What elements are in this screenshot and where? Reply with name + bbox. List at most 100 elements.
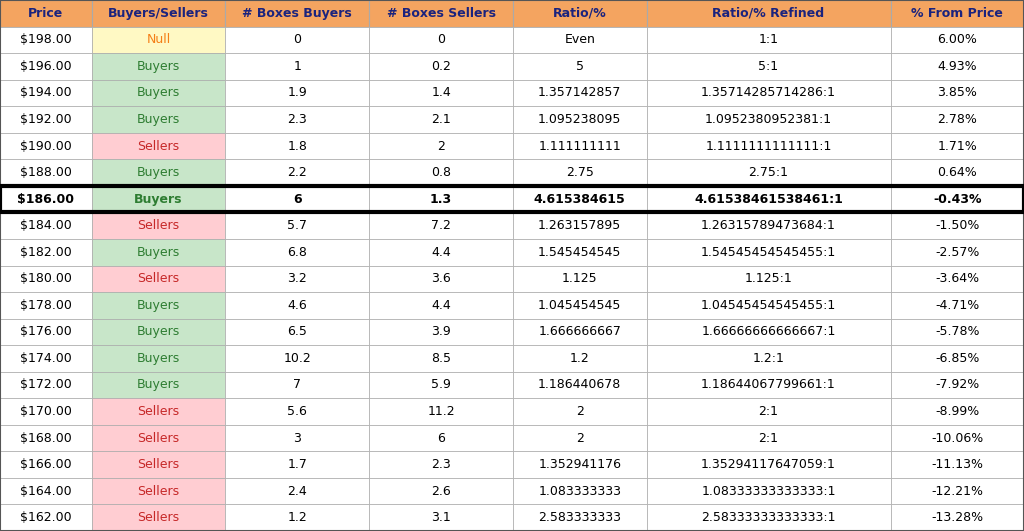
Text: 1.125: 1.125 [562, 272, 598, 285]
Bar [92, 186, 225, 212]
Bar [646, 159, 891, 186]
Bar [891, 398, 1024, 425]
Bar [513, 266, 646, 292]
Bar [513, 239, 646, 266]
Bar [891, 451, 1024, 478]
Bar [92, 239, 225, 266]
Text: 11.2: 11.2 [427, 405, 455, 418]
Bar [646, 451, 891, 478]
Text: $188.00: $188.00 [19, 166, 72, 179]
Text: -13.28%: -13.28% [931, 511, 983, 524]
Text: 2.3: 2.3 [431, 458, 451, 471]
Bar [0, 27, 92, 53]
Bar [369, 372, 513, 398]
Bar [891, 186, 1024, 212]
Text: 1.04545454545455:1: 1.04545454545455:1 [700, 299, 837, 312]
Bar [225, 478, 369, 504]
Bar [369, 504, 513, 531]
Bar [513, 27, 646, 53]
Text: 10.2: 10.2 [284, 352, 311, 365]
Bar [369, 478, 513, 504]
Bar [646, 319, 891, 345]
Bar [0, 425, 92, 451]
Text: 3.85%: 3.85% [937, 87, 977, 99]
Text: -11.13%: -11.13% [931, 458, 983, 471]
Bar [0, 345, 92, 372]
Bar [0, 239, 92, 266]
Text: 3.9: 3.9 [431, 326, 451, 338]
Text: Null: Null [146, 33, 171, 46]
Text: Buyers: Buyers [137, 113, 180, 126]
Bar [92, 27, 225, 53]
Text: 6.8: 6.8 [288, 246, 307, 259]
Text: 4.4: 4.4 [431, 299, 451, 312]
Text: 1.35714285714286:1: 1.35714285714286:1 [701, 87, 836, 99]
Text: $184.00: $184.00 [20, 219, 72, 232]
Bar [225, 266, 369, 292]
Bar [225, 80, 369, 106]
Text: 7.2: 7.2 [431, 219, 451, 232]
Bar [891, 319, 1024, 345]
Text: 1.3: 1.3 [430, 193, 453, 205]
Text: 1.352941176: 1.352941176 [539, 458, 622, 471]
Bar [891, 27, 1024, 53]
Bar [0, 0, 92, 27]
Text: 0.64%: 0.64% [937, 166, 977, 179]
Text: 1.4: 1.4 [431, 87, 451, 99]
Bar [0, 212, 92, 239]
Bar [369, 425, 513, 451]
Text: 6: 6 [437, 432, 445, 444]
Bar [92, 133, 225, 159]
Text: 4.6: 4.6 [288, 299, 307, 312]
Bar [92, 451, 225, 478]
Text: $190.00: $190.00 [20, 140, 72, 152]
Bar [369, 106, 513, 133]
Text: 1.35294117647059:1: 1.35294117647059:1 [701, 458, 836, 471]
Bar [0, 266, 92, 292]
Text: 1.545454545: 1.545454545 [538, 246, 622, 259]
Bar [513, 345, 646, 372]
Text: 1.111111111: 1.111111111 [539, 140, 622, 152]
Text: 2.1: 2.1 [431, 113, 451, 126]
Text: 1: 1 [293, 60, 301, 73]
Text: 5:1: 5:1 [759, 60, 778, 73]
Bar [92, 106, 225, 133]
Bar [0, 53, 92, 80]
Text: Sellers: Sellers [137, 485, 179, 498]
Bar [646, 345, 891, 372]
Bar [891, 266, 1024, 292]
Bar [513, 186, 646, 212]
Text: Ratio/%: Ratio/% [553, 7, 606, 20]
Text: 4.61538461538461:1: 4.61538461538461:1 [694, 193, 843, 205]
Bar [369, 27, 513, 53]
Bar [92, 398, 225, 425]
Bar [513, 0, 646, 27]
Bar [92, 159, 225, 186]
Text: 1.9: 1.9 [288, 87, 307, 99]
Bar [646, 266, 891, 292]
Bar [513, 319, 646, 345]
Text: 3: 3 [293, 432, 301, 444]
Bar [0, 133, 92, 159]
Text: 4.615384615: 4.615384615 [534, 193, 626, 205]
Bar [225, 0, 369, 27]
Bar [646, 186, 891, 212]
Text: 1.263157895: 1.263157895 [539, 219, 622, 232]
Bar [513, 80, 646, 106]
Text: -3.64%: -3.64% [935, 272, 979, 285]
Text: Sellers: Sellers [137, 432, 179, 444]
Text: 2.583333333: 2.583333333 [539, 511, 622, 524]
Bar [891, 0, 1024, 27]
Bar [92, 292, 225, 319]
Text: 8.5: 8.5 [431, 352, 452, 365]
Text: Buyers: Buyers [137, 299, 180, 312]
Bar [369, 212, 513, 239]
Text: Buyers: Buyers [137, 352, 180, 365]
Bar [92, 212, 225, 239]
Text: Sellers: Sellers [137, 458, 179, 471]
Bar [646, 53, 891, 80]
Bar [369, 266, 513, 292]
Bar [646, 80, 891, 106]
Text: 1.2: 1.2 [570, 352, 590, 365]
Text: 5.7: 5.7 [287, 219, 307, 232]
